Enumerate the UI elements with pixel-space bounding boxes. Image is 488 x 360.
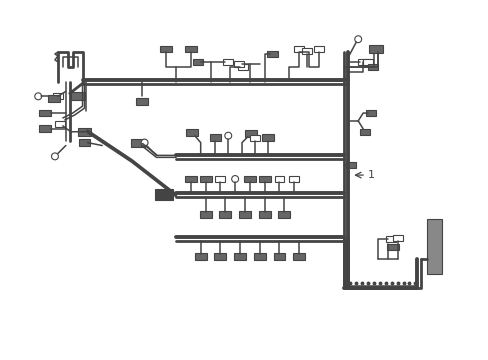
Bar — [258, 211, 270, 218]
Bar — [244, 130, 256, 137]
Bar — [130, 139, 144, 147]
Bar — [209, 134, 221, 141]
Bar — [392, 235, 402, 241]
Bar — [358, 59, 367, 65]
Bar — [184, 176, 196, 183]
Circle shape — [35, 93, 41, 100]
Bar — [385, 236, 395, 242]
Bar — [258, 176, 270, 183]
Bar — [239, 211, 250, 218]
Bar — [249, 135, 259, 141]
Bar — [238, 64, 247, 70]
Bar — [253, 253, 265, 260]
Bar — [48, 95, 60, 102]
Bar — [55, 121, 65, 127]
Bar — [39, 109, 51, 117]
Bar — [273, 253, 285, 260]
Circle shape — [51, 153, 58, 160]
Bar — [223, 59, 233, 65]
Bar — [293, 253, 305, 260]
Bar — [53, 93, 63, 99]
Bar — [194, 253, 206, 260]
Bar — [185, 129, 197, 136]
Bar — [234, 253, 245, 260]
Bar — [368, 45, 382, 53]
Bar — [244, 176, 255, 183]
Bar — [215, 176, 225, 182]
Bar — [426, 219, 441, 274]
Bar — [219, 211, 231, 218]
Bar — [266, 50, 278, 58]
Circle shape — [231, 176, 238, 183]
Bar — [302, 48, 311, 54]
Bar — [366, 110, 375, 116]
Bar — [192, 59, 202, 65]
Circle shape — [224, 132, 231, 139]
Bar — [294, 46, 304, 52]
Bar — [39, 125, 51, 132]
Bar — [199, 176, 211, 183]
Bar — [346, 162, 356, 168]
Bar — [184, 46, 196, 53]
Bar — [386, 243, 398, 251]
Bar — [160, 46, 172, 53]
Text: 1: 1 — [367, 170, 374, 180]
Bar — [234, 61, 244, 67]
Bar — [214, 253, 226, 260]
Bar — [199, 211, 211, 218]
Bar — [261, 134, 273, 141]
Bar — [79, 139, 90, 146]
Bar — [78, 128, 91, 136]
Bar — [274, 176, 284, 182]
Bar — [155, 189, 173, 200]
Circle shape — [141, 139, 148, 146]
Bar — [363, 59, 372, 65]
Bar — [313, 46, 323, 52]
Bar — [367, 64, 377, 70]
Bar — [71, 93, 84, 100]
Bar — [136, 98, 147, 105]
Circle shape — [354, 36, 361, 42]
Bar — [278, 211, 290, 218]
Bar — [360, 129, 369, 135]
Bar — [289, 176, 299, 182]
